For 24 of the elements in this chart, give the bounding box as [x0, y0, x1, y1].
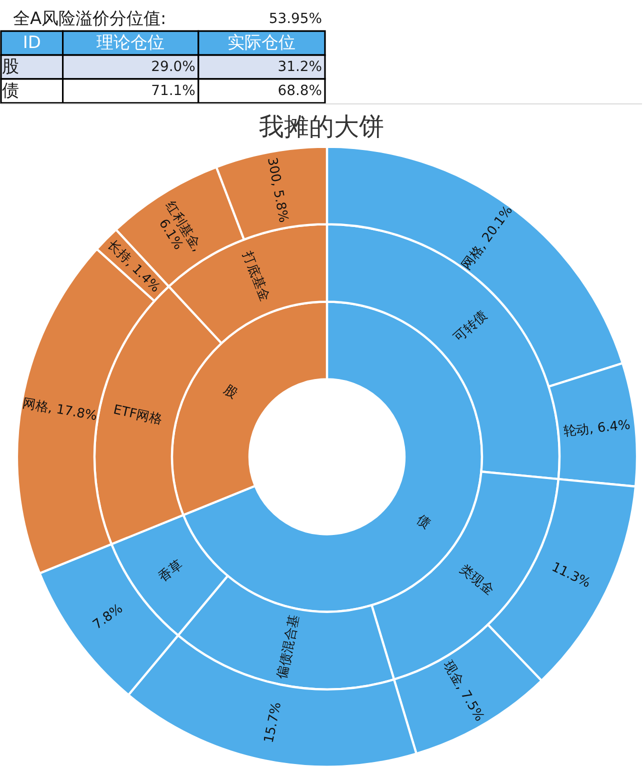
data-label: 香草 [156, 558, 186, 586]
data-label: 可转债 [451, 308, 490, 346]
data-label: 打底基金 [238, 248, 272, 304]
text: ID [22, 32, 41, 52]
data-label: 轮动, 6.4% [562, 418, 631, 440]
data-label: 债 [414, 512, 433, 532]
data-label: 300, 5.8% [264, 156, 291, 224]
text: 29.0% [151, 58, 196, 75]
text: 71.1% [151, 82, 196, 99]
data-label: 类现金 [456, 562, 496, 598]
text: 53.95% [268, 11, 322, 28]
data-label: ETF网格 [112, 402, 164, 428]
text: 理论仓位 [96, 32, 165, 52]
data-label: 网格, 17.8% [21, 396, 98, 424]
data-label: 15.7% [262, 701, 285, 744]
text: 68.8% [278, 82, 322, 99]
text: 全A风险溢价分位值: [12, 8, 166, 28]
text: 31.2% [278, 58, 322, 75]
data-label: 股 [220, 382, 240, 402]
chart-title: 我摊的大饼 [259, 112, 384, 141]
data-label: 偏债混合基 [274, 613, 303, 680]
text: 债 [2, 80, 19, 100]
text: 股 [2, 56, 19, 76]
text: 实际仓位 [228, 32, 296, 52]
